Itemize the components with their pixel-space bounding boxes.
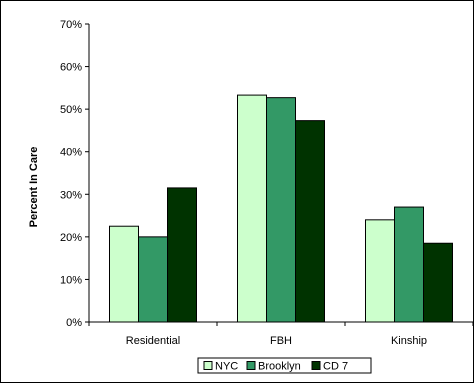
y-tick-label: 0% — [66, 317, 82, 329]
chart-bars — [109, 94, 453, 323]
bar-nyc-kinship — [365, 219, 395, 323]
bar-brooklyn-fbh — [266, 97, 296, 323]
y-tick-label: 30% — [60, 189, 82, 201]
legend-swatch — [246, 361, 256, 370]
chart-axes: 0% 10% 20% 30% 40% 50% 60% 70% Residential FBH Kin… — [60, 19, 474, 347]
y-tick-label: 40% — [60, 147, 82, 159]
y-tick-label: 20% — [60, 232, 82, 244]
bar-brooklyn-kinship — [394, 206, 424, 323]
bar-cd-7-residential — [167, 187, 197, 323]
x-tick-label: Residential — [126, 335, 180, 347]
bar-cd-7-fbh — [295, 120, 325, 323]
bar-nyc-fbh — [237, 94, 267, 323]
bar-nyc-residential — [109, 225, 139, 323]
legend-label: NYC — [215, 361, 238, 373]
y-tick-label: 50% — [60, 104, 82, 116]
y-tick-label: 70% — [60, 19, 82, 31]
legend-box — [197, 357, 372, 374]
bar-brooklyn-residential — [138, 236, 168, 323]
y-tick-label: 10% — [60, 274, 82, 286]
legend-label: CD 7 — [323, 361, 348, 373]
y-axis-label: Percent In Care — [28, 147, 40, 228]
legend-label: Brooklyn — [258, 361, 301, 373]
x-tick-label: FBH — [270, 335, 292, 347]
chart-legend: NYC Brooklyn CD 7 — [197, 357, 372, 374]
y-tick-label: 60% — [60, 62, 82, 74]
legend-swatch — [311, 361, 321, 370]
bar-cd-7-kinship — [423, 242, 453, 323]
x-tick-label: Kinship — [391, 335, 427, 347]
legend-swatch — [203, 361, 213, 370]
